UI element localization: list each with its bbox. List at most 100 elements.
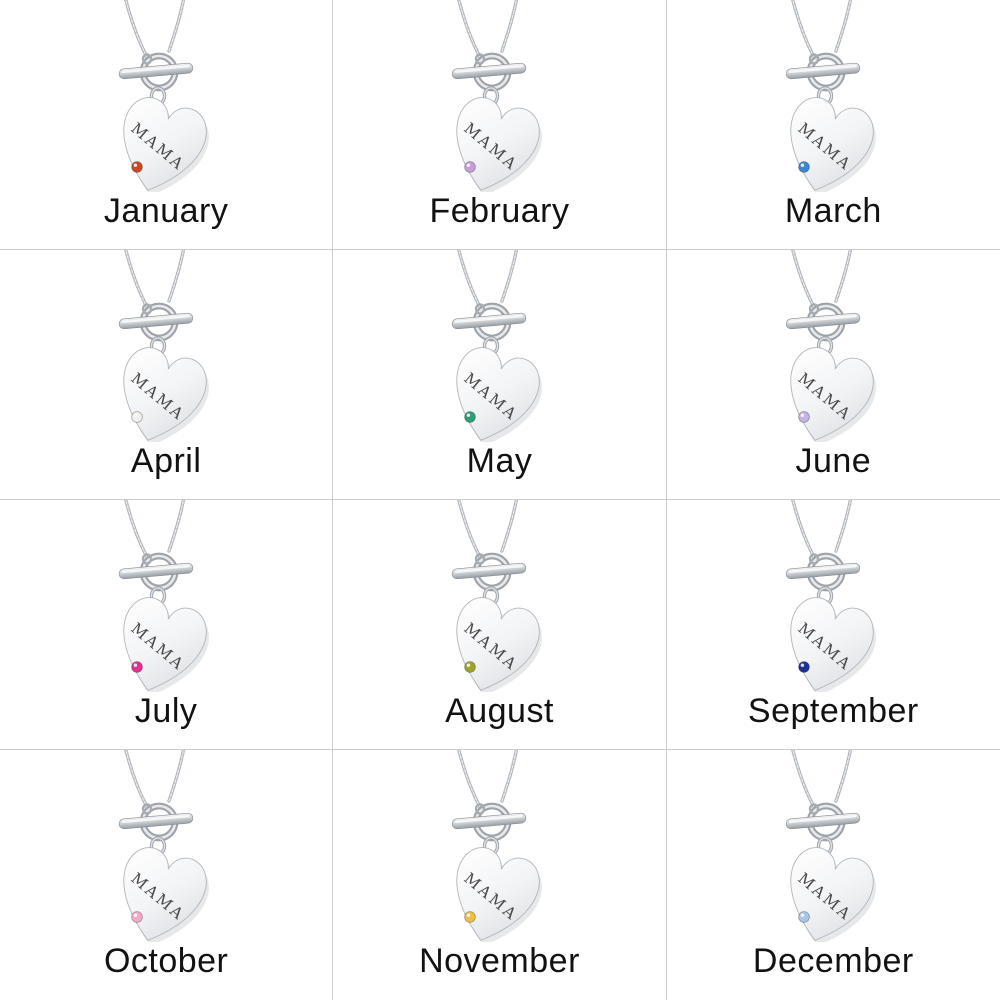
necklace-image: MAMA (118, 0, 209, 192)
month-label: October (103, 942, 229, 980)
heart-pendant (790, 97, 876, 192)
birthstone (130, 161, 143, 173)
necklace-image: MAMA (785, 0, 876, 192)
birthstone-highlight (133, 163, 137, 167)
birthstone (464, 411, 476, 423)
birthstone (464, 661, 476, 673)
heart-pendant (456, 97, 542, 192)
necklace-image: MAMA (118, 500, 209, 692)
chain (123, 750, 185, 809)
bar-connector-loop (474, 303, 486, 315)
birthstone (797, 161, 810, 173)
necklace-image: MAMA (785, 250, 876, 442)
heart-pendant (456, 347, 542, 442)
bar-connector-loop (808, 803, 820, 815)
toggle-bar (785, 312, 861, 330)
month-label: February (429, 192, 570, 230)
bar-connector-loop (474, 803, 486, 815)
chain (457, 0, 519, 59)
month-label: November (419, 942, 580, 980)
chain (790, 500, 852, 559)
product-variant-cell[interactable]: MAMA June (666, 250, 1000, 500)
product-variant-cell[interactable]: MAMA April (0, 250, 334, 500)
bar-connector-loop (141, 803, 152, 815)
birthstone-highlight (800, 413, 804, 417)
heart-pendant (790, 597, 876, 692)
heart-pendant (123, 97, 209, 192)
necklace-image: MAMA (785, 500, 876, 692)
month-label: December (752, 942, 914, 980)
birthstone (130, 911, 143, 923)
month-label: June (795, 442, 872, 480)
heart-pendant (790, 347, 876, 442)
heart-pendant (456, 847, 542, 942)
toggle-bar (451, 562, 527, 580)
chain (790, 0, 852, 59)
bar-connector-loop (141, 53, 152, 65)
product-variant-cell[interactable]: MAMA December (666, 750, 1000, 1000)
birthstone-group (797, 911, 810, 923)
heart-pendant (123, 347, 209, 442)
chain (790, 750, 852, 809)
birthstone-group (464, 411, 476, 423)
toggle-bar (785, 812, 861, 830)
chain (457, 750, 519, 809)
birthstone-group (797, 161, 810, 173)
chain (457, 500, 519, 559)
toggle-bar (451, 62, 527, 80)
birthstone-group (130, 911, 143, 923)
product-variant-cell[interactable]: MAMA November (333, 750, 667, 1000)
birthstone-group (464, 911, 476, 923)
necklace-image: MAMA (118, 250, 209, 442)
necklace-image: MAMA (451, 0, 542, 192)
heart-pendant (456, 597, 542, 692)
necklace-image: MAMA (451, 250, 542, 442)
necklace-image: MAMA (118, 750, 209, 942)
toggle-bar (785, 62, 861, 80)
product-variant-cell[interactable]: MAMA July (0, 500, 334, 750)
toggle-bar (118, 812, 193, 830)
chain (123, 500, 185, 559)
month-label: September (747, 692, 919, 730)
product-variant-cell[interactable]: MAMA August (333, 500, 667, 750)
birthstone-group (130, 411, 143, 423)
birthstone-highlight (466, 663, 471, 667)
chain (123, 0, 185, 59)
product-variant-cell[interactable]: MAMA March (666, 0, 1000, 250)
birthstone-highlight (133, 413, 137, 417)
birthstone-group (797, 411, 810, 423)
necklace-image: MAMA (451, 750, 542, 942)
toggle-bar (118, 62, 193, 80)
month-label: March (784, 192, 882, 230)
toggle-bar (451, 312, 527, 330)
birthstone (464, 911, 476, 923)
bar-connector-loop (474, 53, 486, 65)
toggle-bar (451, 812, 527, 830)
birthstone (797, 911, 810, 923)
birthstone (130, 661, 143, 673)
product-variant-cell[interactable]: MAMA January (0, 0, 334, 250)
bar-connector-loop (141, 553, 152, 565)
toggle-bar (118, 312, 193, 330)
product-variant-cell[interactable]: MAMA September (666, 500, 1000, 750)
bar-connector-loop (474, 553, 486, 565)
birthstone (797, 661, 810, 673)
heart-pendant (123, 597, 209, 692)
toggle-bar (785, 562, 861, 580)
product-variant-cell[interactable]: MAMA May (333, 250, 667, 500)
necklace-image: MAMA (785, 750, 876, 942)
necklace-image: MAMA (451, 500, 542, 692)
product-variant-cell[interactable]: MAMA February (333, 0, 667, 250)
month-label: April (130, 442, 202, 480)
month-label: July (134, 692, 198, 730)
product-variant-cell[interactable]: MAMA October (0, 750, 334, 1000)
toggle-bar (118, 562, 193, 580)
bar-connector-loop (808, 53, 820, 65)
birthstone-highlight (800, 663, 804, 667)
birthstone-highlight (800, 913, 804, 917)
chain (457, 250, 519, 309)
birthstone-highlight (133, 663, 137, 667)
bar-connector-loop (808, 303, 820, 315)
heart-pendant (123, 847, 209, 942)
